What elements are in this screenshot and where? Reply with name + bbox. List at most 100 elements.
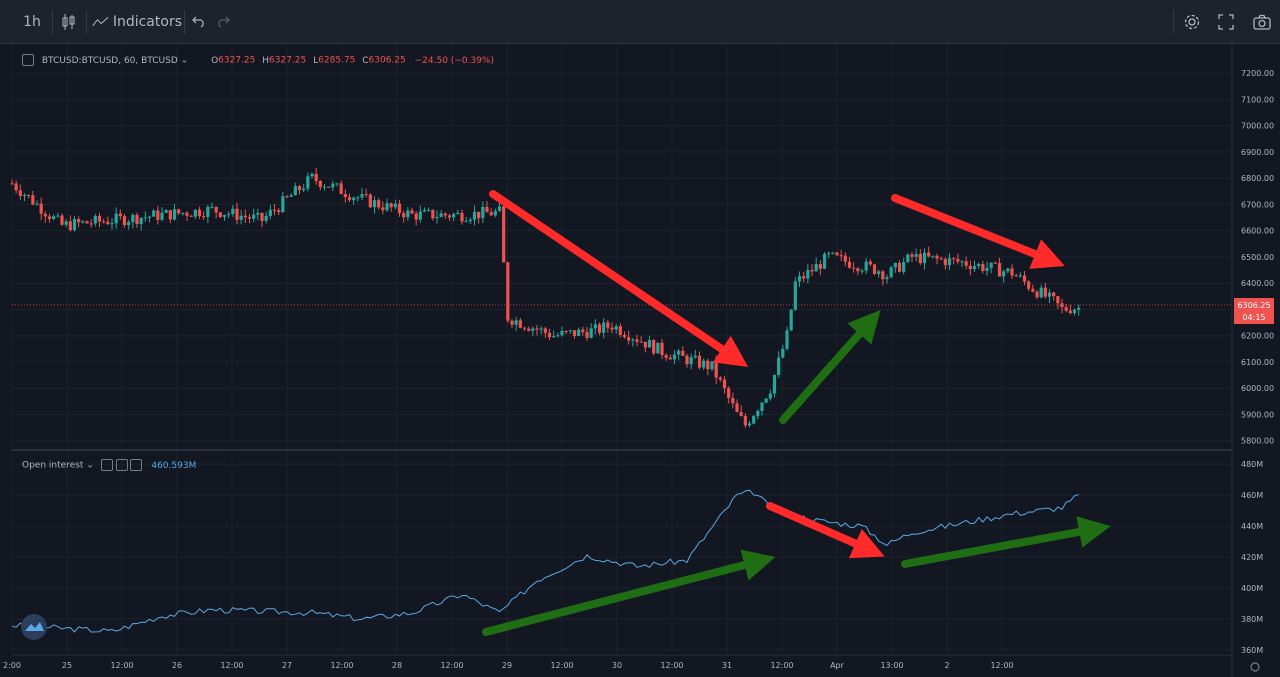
candle-body xyxy=(418,211,422,220)
candle-body xyxy=(543,328,547,333)
toolbar-divider xyxy=(86,10,87,34)
price-axis[interactable]: 7200.00 7100.00 7000.00 6900.00 6800.00 6700.… xyxy=(1241,69,1274,446)
candle-body xyxy=(677,350,681,355)
candle-body xyxy=(1052,292,1056,297)
candle-body xyxy=(606,322,610,328)
candle-body xyxy=(602,322,606,333)
candle-body xyxy=(1064,307,1068,311)
collapse-icon[interactable] xyxy=(22,54,34,66)
oi-tick-label: 360M xyxy=(1241,646,1263,655)
candle-body xyxy=(489,212,493,216)
oi-axis[interactable]: 480M 460M 440M 420M 400M 380M 360M xyxy=(1241,460,1263,655)
candle-body xyxy=(939,258,943,260)
open-label: O xyxy=(211,55,219,66)
oi-legend[interactable]: Open interest ⌄ 460.593M xyxy=(22,459,196,471)
candle-body xyxy=(202,216,206,218)
chevron-down-icon[interactable]: ⌄ xyxy=(86,460,94,471)
chevron-down-icon[interactable]: ⌄ xyxy=(180,55,189,66)
candle-body xyxy=(35,203,39,205)
undo-button[interactable] xyxy=(188,8,210,36)
candle-body xyxy=(639,341,643,343)
candle-body xyxy=(347,197,352,201)
oi-tick-label: 400M xyxy=(1241,584,1263,593)
candle-body xyxy=(168,210,172,220)
candle-body xyxy=(572,330,577,336)
close-icon[interactable] xyxy=(130,459,143,471)
red-arrow xyxy=(891,194,1065,269)
low-value: 6285.75 xyxy=(318,55,356,66)
candle-body xyxy=(156,210,160,220)
candle-body xyxy=(697,355,702,368)
oi-indicator-name[interactable]: Open interest xyxy=(22,460,84,471)
eye-icon[interactable] xyxy=(100,459,113,471)
candle-body xyxy=(635,339,639,342)
last-price-label: 6306.25 xyxy=(1237,301,1270,310)
candle-body xyxy=(647,340,652,348)
candle-body xyxy=(293,186,297,196)
candle-body xyxy=(714,361,718,378)
candle-body xyxy=(72,219,77,231)
candle-body xyxy=(827,253,831,255)
time-tick-label: 12:00 xyxy=(660,661,683,670)
candle-body xyxy=(918,253,922,264)
time-tick-label: 12:00 xyxy=(770,661,793,670)
candle-body xyxy=(785,330,789,349)
candle-body xyxy=(439,213,443,217)
candle-body xyxy=(52,216,56,220)
settings-button[interactable] xyxy=(1180,8,1204,36)
candle-body xyxy=(577,329,581,336)
candle-body xyxy=(1006,268,1010,272)
candle-body xyxy=(402,213,406,218)
candle-body xyxy=(260,212,264,221)
chart-canvas[interactable]: 7200.00 7100.00 7000.00 6900.00 6800.00 6700.… xyxy=(0,44,1280,677)
time-tick-label: 2:00 xyxy=(3,661,21,670)
main-legend[interactable]: BTCUSD:BTCUSD, 60, BTCUSD ⌄ O6327.25 H63… xyxy=(22,54,494,66)
candle-body xyxy=(968,265,972,270)
candle-body xyxy=(172,209,177,220)
open-interest-line xyxy=(11,489,1079,633)
candle-body xyxy=(847,261,852,268)
candle-body xyxy=(289,195,293,197)
candle-body xyxy=(810,270,814,272)
candle-body xyxy=(85,221,89,224)
candle-body xyxy=(910,254,914,257)
gear-icon xyxy=(1250,662,1260,672)
tradingview-logo[interactable] xyxy=(21,614,47,640)
candle-body xyxy=(956,258,960,262)
candle-body xyxy=(706,360,710,370)
candle-body xyxy=(627,337,631,341)
candle-body xyxy=(1072,309,1077,314)
settings-icon[interactable] xyxy=(115,459,128,471)
candle-body xyxy=(472,211,477,220)
candle-body xyxy=(977,264,981,267)
time-axis[interactable]: 2:00 25 12:00 26 12:00 27 12:00 28 12:00 29 12:00 3… xyxy=(3,661,1014,670)
toolbar-divider xyxy=(52,10,53,34)
candle-body xyxy=(206,206,210,218)
oi-tick-label: 440M xyxy=(1241,522,1263,531)
candle-body xyxy=(914,253,918,257)
indicators-button[interactable]: Indicators xyxy=(92,8,182,36)
candle-body xyxy=(756,410,760,417)
candle-body xyxy=(64,221,68,225)
chart-type-button[interactable] xyxy=(56,8,82,36)
candle-body xyxy=(331,183,335,188)
candle-body xyxy=(1014,275,1018,277)
candle-body xyxy=(477,211,481,219)
candle-body xyxy=(427,209,431,211)
candle-body xyxy=(1060,303,1064,308)
candle-body xyxy=(902,262,906,272)
axis-settings-button[interactable] xyxy=(1250,662,1260,672)
snapshot-button[interactable] xyxy=(1250,8,1274,36)
candle-body xyxy=(885,277,889,280)
redo-button[interactable] xyxy=(212,8,234,36)
fullscreen-button[interactable] xyxy=(1214,8,1238,36)
interval-button[interactable]: 1h xyxy=(16,8,48,36)
oi-value: 460.593M xyxy=(151,460,197,471)
symbol-label[interactable]: BTCUSD:BTCUSD, 60, BTCUSD xyxy=(41,55,178,66)
candle-body xyxy=(652,340,656,354)
candle-body xyxy=(152,210,156,217)
undo-icon xyxy=(192,16,204,28)
low-label: L xyxy=(313,55,319,66)
candle-body xyxy=(689,357,693,365)
redo-icon xyxy=(218,16,230,28)
